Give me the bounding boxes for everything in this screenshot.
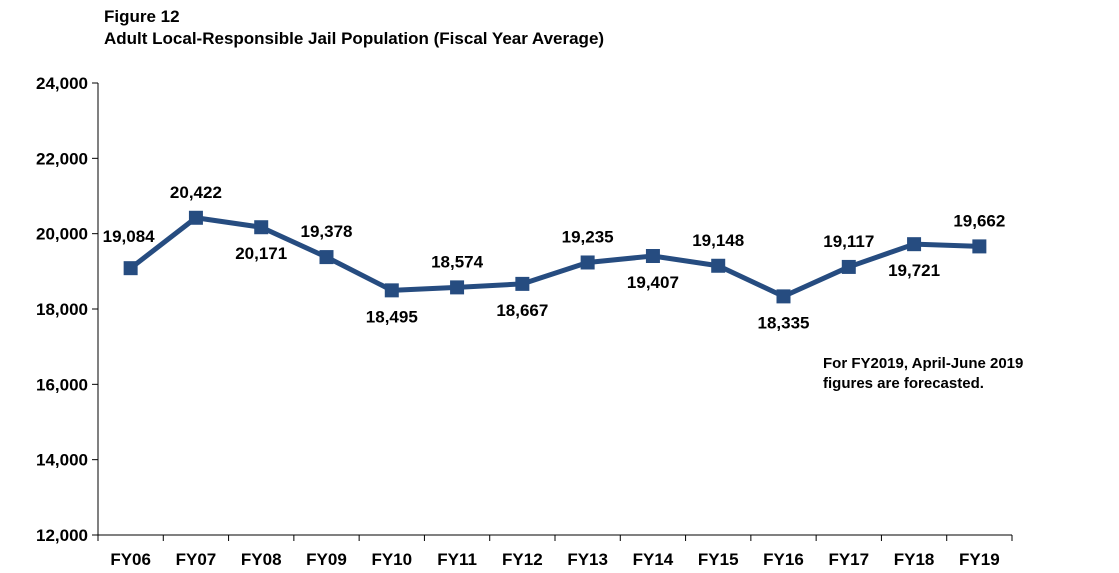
x-tick-label: FY17 [828,550,869,569]
data-point-marker [907,237,922,252]
x-tick-label: FY08 [241,550,282,569]
x-tick-label: FY15 [698,550,739,569]
data-label: 18,667 [496,301,548,320]
forecast-note-line1: For FY2019, April-June 2019 [823,355,1024,372]
y-tick-label: 14,000 [36,451,88,470]
x-tick-label: FY18 [894,550,935,569]
data-point-marker [450,280,465,295]
forecast-note-line2: figures are forecasted. [823,375,984,392]
x-tick-label: FY10 [371,550,412,569]
data-label: 19,721 [888,261,940,280]
x-tick-label: FY14 [633,550,674,569]
chart-title: Adult Local-Responsible Jail Population … [104,29,605,48]
data-point-marker [972,239,987,254]
data-point-marker [123,261,138,276]
data-point-marker [515,276,530,291]
data-point-marker [711,258,726,273]
data-label: 20,422 [170,183,222,202]
data-label: 18,495 [366,307,418,326]
chart-axes [97,83,1012,536]
data-label: 19,084 [103,227,156,246]
x-tick-label: FY11 [437,550,477,569]
series-line [129,215,980,299]
data-label: 19,235 [562,227,614,246]
data-point-marker [841,259,856,274]
data-point-marker [188,210,203,225]
forecast-note: For FY2019, April-June 2019 figures are … [823,354,1023,394]
x-tick-label: FY07 [176,550,217,569]
data-label: 18,335 [758,313,810,332]
data-point-marker [384,283,399,298]
x-tick-label: FY09 [306,550,347,569]
data-point-marker [254,220,269,235]
data-points [123,210,987,304]
y-tick-label: 24,000 [36,74,88,93]
y-tick-label: 18,000 [36,300,88,319]
data-label: 19,117 [823,232,874,251]
x-tick-label: FY16 [763,550,804,569]
data-label: 19,407 [627,273,679,292]
y-axis-ticks: 12,000 14,000 16,000 18,000 20,000 22,000 24,0… [36,74,98,545]
figure-title-block: Figure 12 Adult Local-Responsible Jail P… [104,6,604,50]
data-label: 18,574 [431,252,484,271]
data-point-marker [580,255,595,270]
y-tick-label: 20,000 [36,225,88,244]
data-label: 19,378 [301,222,353,241]
figure-number: Figure 12 [104,7,180,26]
x-axis-ticks: FY06 FY07 FY08 FY09 FY10 FY11 FY12 FY13 FY14 FY15… [97,535,1013,569]
y-tick-label: 16,000 [36,375,88,394]
data-label: 19,148 [692,231,744,250]
data-label: 20,171 [235,244,287,263]
x-tick-label: FY19 [959,550,1000,569]
y-tick-label: 22,000 [36,149,88,168]
x-tick-label: FY12 [502,550,543,569]
data-point-marker [645,249,660,264]
series-polyline [129,215,980,299]
data-point-marker [319,250,334,265]
data-labels: 19,084 20,422 20,171 19,378 18,495 18,574 18,6… [103,183,1006,333]
data-point-marker [776,289,791,304]
x-tick-label: FY13 [567,550,608,569]
x-tick-label: FY06 [110,550,151,569]
data-label: 19,662 [953,211,1005,230]
y-tick-label: 12,000 [36,526,88,545]
